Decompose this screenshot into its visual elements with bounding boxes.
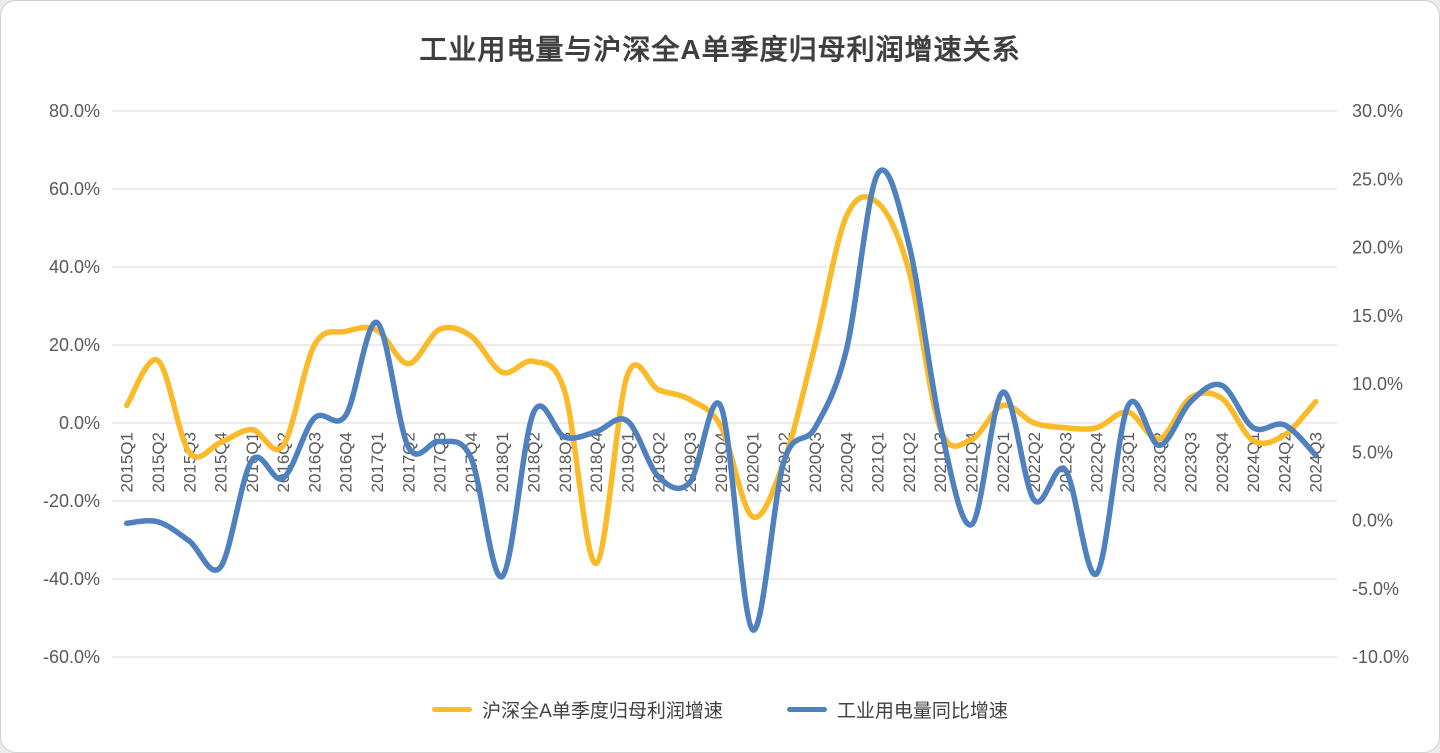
right-axis-tick-label: 10.0% xyxy=(1352,374,1403,394)
x-axis-labels: 2015Q1 2015Q2 2015Q3 2015Q4 2016Q1 2016Q2 2016… xyxy=(118,432,1326,493)
x-axis-tick-label: 2024Q1 xyxy=(1244,432,1263,493)
x-axis-tick-label: 2017Q3 xyxy=(431,432,450,493)
x-axis-tick-label: 2016Q4 xyxy=(337,432,356,493)
right-axis-tick-label: 5.0% xyxy=(1352,442,1393,462)
x-axis-tick-label: 2019Q1 xyxy=(618,432,637,493)
x-axis-tick-label: 2020Q4 xyxy=(837,432,856,493)
x-axis-tick-label: 2022Q2 xyxy=(1025,432,1044,493)
left-axis-tick-label: 40.0% xyxy=(49,257,100,277)
gridlines xyxy=(112,110,1337,658)
x-axis-tick-label: 2018Q3 xyxy=(556,432,575,493)
left-axis-tick-label: 20.0% xyxy=(49,335,100,355)
x-axis-tick-label: 2024Q3 xyxy=(1307,432,1326,493)
right-axis-tick-label: 20.0% xyxy=(1352,238,1403,258)
x-axis-tick-label: 2022Q1 xyxy=(994,432,1013,493)
x-axis-tick-label: 2018Q2 xyxy=(524,432,543,493)
x-axis-tick-label: 2015Q2 xyxy=(149,432,168,493)
x-axis-tick-label: 2020Q1 xyxy=(744,432,763,493)
right-axis-tick-label: -5.0% xyxy=(1352,579,1399,599)
chart-legend: 沪深全A单季度归母利润增速 工业用电量同比增速 xyxy=(0,696,1440,723)
right-axis-tick-label: 0.0% xyxy=(1352,511,1393,531)
x-axis-tick-label: 2021Q2 xyxy=(900,432,919,493)
x-axis-tick-label: 2022Q4 xyxy=(1088,432,1107,493)
right-axis-tick-label: 25.0% xyxy=(1352,169,1403,189)
x-axis-tick-label: 2023Q3 xyxy=(1182,432,1201,493)
legend-item-profit: 沪深全A单季度归母利润增速 xyxy=(432,696,723,723)
x-axis-tick-label: 2017Q1 xyxy=(368,432,387,493)
x-axis-tick-label: 2023Q4 xyxy=(1213,432,1232,493)
x-axis-tick-label: 2024Q2 xyxy=(1275,432,1294,493)
left-axis-tick-label: 80.0% xyxy=(49,101,100,121)
x-axis-tick-label: 2017Q2 xyxy=(399,432,418,493)
y-axis-right-labels: 30.0% 25.0% 20.0% 15.0% 10.0% 5.0% 0.0% -5.0% -1… xyxy=(1352,101,1409,667)
x-axis-tick-label: 2021Q1 xyxy=(869,432,888,493)
profit-line-swatch-icon xyxy=(432,707,473,712)
y-axis-left-labels: 80.0% 60.0% 40.0% 20.0% 0.0% -20.0% -40.0% -60.… xyxy=(43,101,100,667)
x-axis-tick-label: 2023Q1 xyxy=(1119,432,1138,493)
x-axis-tick-label: 2023Q2 xyxy=(1150,432,1169,493)
x-axis-tick-label: 2020Q3 xyxy=(806,432,825,493)
left-axis-tick-label: -40.0% xyxy=(43,569,100,589)
x-axis-tick-label: 2018Q4 xyxy=(587,432,606,493)
electricity-line xyxy=(123,167,1319,633)
x-axis-tick-label: 2018Q1 xyxy=(493,432,512,493)
right-axis-tick-label: 30.0% xyxy=(1352,101,1403,121)
legend-label-profit: 沪深全A单季度归母利润增速 xyxy=(482,701,723,722)
right-axis-tick-label: 15.0% xyxy=(1352,306,1403,326)
x-axis-tick-label: 2015Q1 xyxy=(118,432,137,493)
left-axis-tick-label: 0.0% xyxy=(59,413,100,433)
x-axis-tick-label: 2016Q3 xyxy=(305,432,324,493)
x-axis-tick-label: 2021Q4 xyxy=(963,432,982,493)
x-axis-tick-label: 2019Q2 xyxy=(650,432,669,493)
profit-line xyxy=(123,194,1319,567)
left-axis-tick-label: 60.0% xyxy=(49,179,100,199)
left-axis-tick-label: -60.0% xyxy=(43,647,100,667)
electricity-line-swatch-icon xyxy=(786,707,827,712)
left-axis-tick-label: -20.0% xyxy=(43,491,100,511)
legend-item-electricity: 工业用电量同比增速 xyxy=(786,696,1008,723)
right-axis-tick-label: -10.0% xyxy=(1352,647,1409,667)
chart-title: 工业用电量与沪深全A单季度归母利润增速关系 xyxy=(419,34,1021,65)
legend-label-electricity: 工业用电量同比增速 xyxy=(836,701,1008,722)
